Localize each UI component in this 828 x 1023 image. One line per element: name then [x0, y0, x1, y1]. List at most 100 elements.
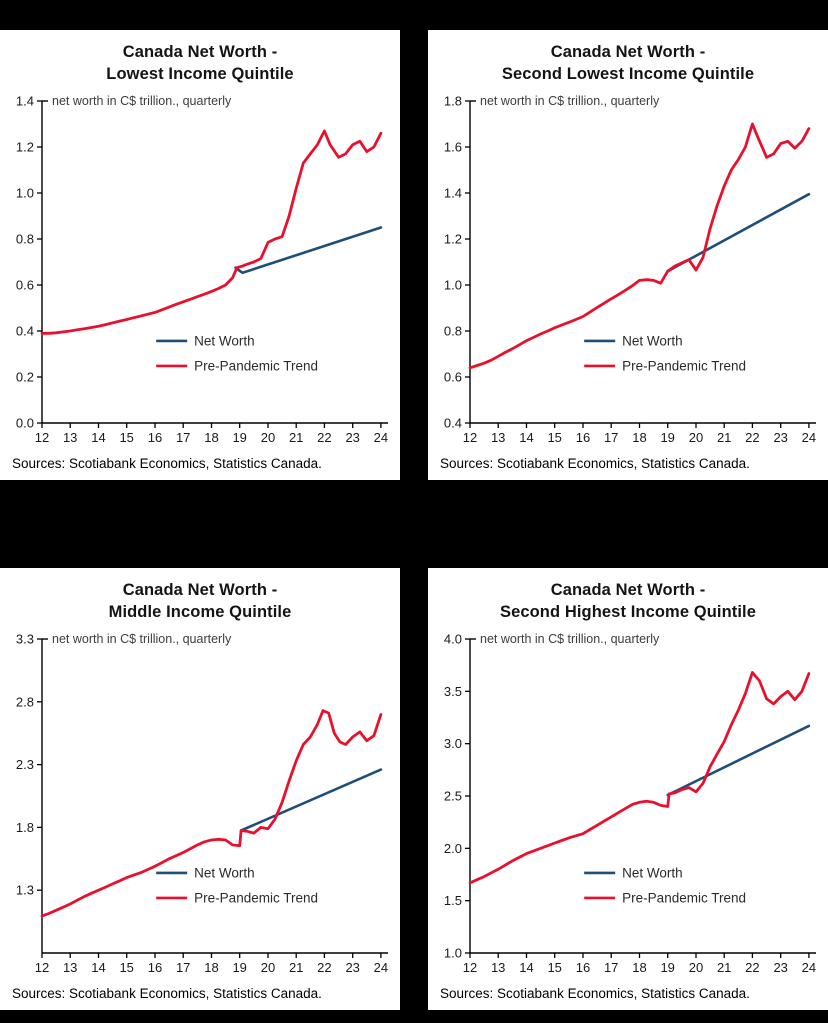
legend-label: Pre-Pandemic Trend	[622, 358, 746, 373]
net-worth-line	[234, 225, 383, 274]
y-tick-label: 1.8	[16, 819, 34, 834]
x-tick-label: 20	[261, 960, 275, 975]
x-tick-label: 17	[604, 960, 618, 975]
x-tick-label: 24	[374, 430, 388, 445]
y-tick-label: 2.0	[444, 840, 462, 855]
y-tick-label: 0.0	[16, 415, 34, 430]
legend-label: Net Worth	[622, 865, 683, 880]
legend-label: Net Worth	[622, 333, 683, 348]
legend-label: Pre-Pandemic Trend	[194, 890, 318, 905]
y-tick-label: 2.8	[16, 694, 34, 709]
y-tick-label: 0.6	[16, 277, 34, 292]
chart-title-line2: Second Lowest Income Quintile	[501, 65, 755, 84]
x-tick-label: 17	[176, 960, 190, 975]
x-tick-label: 13	[491, 960, 505, 975]
legend-label: Pre-Pandemic Trend	[622, 890, 746, 905]
x-tick-label: 21	[289, 430, 303, 445]
y-tick-label: 1.3	[16, 882, 34, 897]
x-tick-label: 14	[519, 430, 533, 445]
chart-title-line1: Canada Net Worth -	[550, 581, 706, 599]
y-tick-label: 1.0	[444, 945, 462, 960]
pre-pandemic-trend-line	[468, 670, 811, 884]
pre-pandemic-trend-line	[468, 122, 811, 369]
x-tick-label: 16	[148, 430, 162, 445]
x-tick-label: 13	[63, 960, 77, 975]
x-tick-label: 22	[745, 960, 759, 975]
y-tick-label: 1.2	[444, 231, 462, 246]
x-tick-label: 20	[689, 430, 703, 445]
chart-svg: 0.0 0.2 0.4 0.6 0.8 1.0 1.2 1.4 12 13 14 15 16 17 18 19…	[16, 93, 388, 445]
x-tick-label: 18	[204, 430, 218, 445]
x-tick-label: 14	[91, 430, 105, 445]
y-tick-label: 1.4	[444, 185, 462, 200]
x-tick-label: 12	[35, 430, 49, 445]
pre-pandemic-trend-line	[40, 708, 383, 917]
x-tick-label: 20	[261, 430, 275, 445]
chart-svg: 0.4 0.6 0.8 1.0 1.2 1.4 1.6 1.8 12 13 14 15 16 17 18 19…	[444, 93, 816, 445]
x-tick-label: 19	[232, 430, 246, 445]
x-tick-label: 14	[91, 960, 105, 975]
legend: Net Worth Pre-Pandemic Trend	[584, 865, 746, 905]
x-tick-label: 12	[463, 430, 477, 445]
y-tick-label: 3.0	[444, 736, 462, 751]
x-tick-label: 16	[576, 430, 590, 445]
y-tick-label: 0.6	[444, 369, 462, 384]
x-tick-label: 12	[463, 960, 477, 975]
chart-svg: 1.0 1.5 2.0 2.5 3.0 3.5 4.0 12 13 14 15 16 17 18 19 20 2…	[444, 631, 816, 975]
chart-panel-second-highest-quintile: Canada Net Worth - Second Highest Income …	[428, 568, 828, 1010]
x-tick-label: 13	[63, 430, 77, 445]
chart-panel-lowest-quintile: Canada Net Worth - Lowest Income Quintile…	[0, 30, 400, 480]
chart-title-line1: Canada Net Worth -	[550, 43, 706, 61]
chart-sources: Sources: Scotiabank Economics, Statistic…	[12, 986, 322, 1001]
x-tick-label: 24	[802, 960, 816, 975]
chart-sources: Sources: Scotiabank Economics, Statistic…	[440, 986, 750, 1001]
x-tick-label: 18	[204, 960, 218, 975]
chart-plot-area: 0.4 0.6 0.8 1.0 1.2 1.4 1.6 1.8 12 13 14 15 16 17 18 19…	[428, 86, 828, 453]
y-tick-label: 2.3	[16, 757, 34, 772]
chart-svg: 1.3 1.8 2.3 2.8 3.3 12 13 14 15 16 17 18 19 20 21 22 23 2…	[16, 631, 388, 975]
x-tick-label: 18	[632, 430, 646, 445]
x-tick-label: 15	[547, 430, 561, 445]
x-tick-label: 16	[576, 960, 590, 975]
x-tick-label: 18	[632, 960, 646, 975]
x-tick-label: 23	[345, 430, 359, 445]
y-tick-label: 0.8	[444, 323, 462, 338]
legend-label: Pre-Pandemic Trend	[194, 358, 318, 373]
x-tick-label: 20	[689, 960, 703, 975]
chart-plot-area: 0.0 0.2 0.4 0.6 0.8 1.0 1.2 1.4 12 13 14 15 16 17 18 19…	[0, 86, 400, 453]
y-tick-label: 0.8	[16, 231, 34, 246]
y-tick-label: 1.0	[16, 185, 34, 200]
legend-label: Net Worth	[194, 333, 255, 348]
chart-panel-middle-quintile: Canada Net Worth - Middle Income Quintile…	[0, 568, 400, 1010]
x-tick-label: 13	[491, 430, 505, 445]
x-tick-label: 19	[232, 960, 246, 975]
pre-pandemic-trend-line	[40, 129, 383, 335]
y-tick-label: 1.4	[16, 93, 34, 108]
legend: Net Worth Pre-Pandemic Trend	[156, 865, 318, 905]
chart-sources: Sources: Scotiabank Economics, Statistic…	[12, 456, 322, 471]
chart-title-line2: Lowest Income Quintile	[106, 65, 294, 84]
chart-title: Canada Net Worth - Lowest Income Quintile	[0, 30, 400, 86]
x-tick-label: 24	[802, 430, 816, 445]
y-tick-label: 1.6	[444, 139, 462, 154]
x-tick-label: 22	[317, 430, 331, 445]
x-tick-label: 22	[317, 960, 331, 975]
axis-unit-note: net worth in C$ trillion., quarterly	[52, 94, 232, 108]
x-tick-label: 16	[148, 960, 162, 975]
axis-unit-note: net worth in C$ trillion., quarterly	[480, 94, 660, 108]
x-tick-label: 22	[745, 430, 759, 445]
chart-panel-second-lowest-quintile: Canada Net Worth - Second Lowest Income Q…	[428, 30, 828, 480]
x-tick-label: 17	[604, 430, 618, 445]
x-tick-label: 15	[119, 430, 133, 445]
x-tick-label: 21	[717, 960, 731, 975]
y-tick-label: 1.0	[444, 277, 462, 292]
x-tick-label: 23	[773, 960, 787, 975]
x-tick-label: 19	[660, 960, 674, 975]
y-tick-label: 4.0	[444, 631, 462, 646]
chart-title-line2: Middle Income Quintile	[108, 603, 292, 622]
chart-plot-area: 1.0 1.5 2.0 2.5 3.0 3.5 4.0 12 13 14 15 16 17 18 19 20 2…	[428, 624, 828, 983]
chart-plot-area: 1.3 1.8 2.3 2.8 3.3 12 13 14 15 16 17 18 19 20 21 22 23 2…	[0, 624, 400, 983]
x-tick-label: 15	[119, 960, 133, 975]
y-tick-label: 1.8	[444, 93, 462, 108]
chart-title-line2: Second Highest Income Quintile	[499, 603, 757, 622]
